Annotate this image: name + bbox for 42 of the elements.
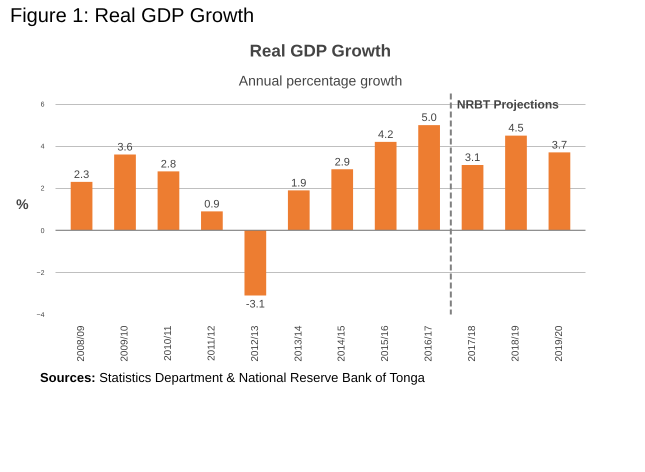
bar xyxy=(418,125,440,230)
source-note: Sources: Statistics Department & National Reserve Bank of Tonga xyxy=(39,369,425,387)
data-label: 2.9 xyxy=(334,156,350,168)
x-tick-label: 2018/19 xyxy=(510,325,522,362)
data-label: 3.1 xyxy=(464,152,480,164)
data-label: 5.0 xyxy=(421,112,437,124)
bar xyxy=(158,171,180,230)
data-label: 3.6 xyxy=(117,142,133,154)
bar xyxy=(374,142,397,230)
bar xyxy=(462,165,484,230)
ref-line-label: NRBT Projections xyxy=(456,98,560,112)
x-tick-label: 2016/17 xyxy=(424,325,435,362)
x-tick-label: 2009/10 xyxy=(120,325,131,362)
bar xyxy=(114,154,136,230)
chart-title: Real GDP Growth xyxy=(250,42,392,60)
x-tick-label: 2011/12 xyxy=(206,325,218,361)
data-label: 2.8 xyxy=(160,158,176,170)
bar xyxy=(201,211,223,230)
chart-subtitle: Annual percentage growth xyxy=(238,72,402,88)
bar xyxy=(505,136,527,230)
bar xyxy=(288,190,310,230)
x-tick-label: 2010/11 xyxy=(162,325,174,361)
x-tick-label: 2017/18 xyxy=(467,325,478,362)
data-label: 1.9 xyxy=(291,177,306,190)
x-tick-label: 2014/15 xyxy=(336,325,348,362)
data-label: -3.1 xyxy=(246,298,265,311)
bar xyxy=(244,230,266,296)
x-tick-label: 2012/13 xyxy=(250,325,261,362)
data-label: 2.3 xyxy=(74,168,90,181)
caption: Figure 1: Real GDP Growth xyxy=(10,5,254,27)
x-tick-label: 2008/09 xyxy=(76,325,88,362)
bar xyxy=(331,169,354,230)
bar xyxy=(548,152,570,230)
x-tick-label: 2015/16 xyxy=(380,325,392,362)
data-label: 0.9 xyxy=(204,198,220,210)
data-label: 4.2 xyxy=(378,128,394,141)
x-tick-label: 2013/14 xyxy=(293,325,304,362)
data-label: 3.7 xyxy=(552,139,568,152)
data-label: 4.5 xyxy=(508,122,524,135)
y-axis-title: % xyxy=(16,196,30,212)
bar xyxy=(70,182,92,230)
x-tick-label: 2019/20 xyxy=(554,325,565,362)
